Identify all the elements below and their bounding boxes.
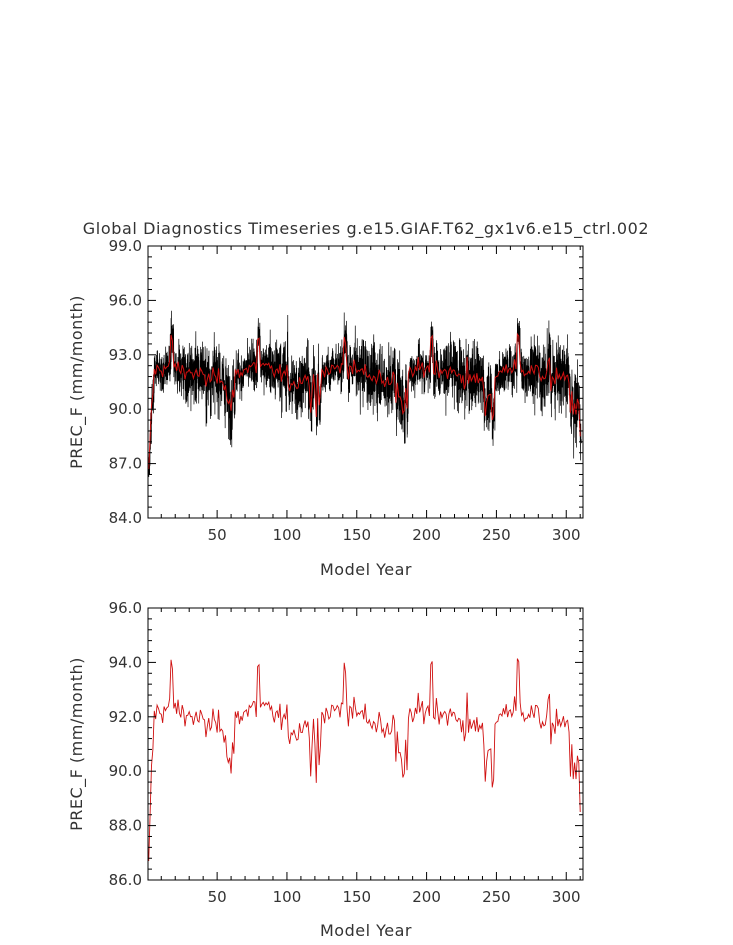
top-x-tick-label: 100 bbox=[273, 526, 302, 544]
bottom-y-tick-label: 92.0 bbox=[109, 708, 142, 726]
top-x-tick-label: 250 bbox=[482, 526, 511, 544]
bottom-x-tick-label: 250 bbox=[482, 888, 511, 906]
bottom-x-tick-label: 300 bbox=[552, 888, 581, 906]
top-axis-ticks bbox=[148, 245, 583, 519]
top-x-tick-labels: 50 100 150 200 250 300 bbox=[208, 526, 581, 544]
top-y-tick-label: 90.0 bbox=[109, 400, 142, 418]
top-y-tick-label: 84.0 bbox=[109, 509, 142, 527]
bottom-y-tick-label: 90.0 bbox=[109, 762, 142, 780]
bottom-panel: 86.0 88.0 90.0 92.0 94.0 96.0 50 100 150 200 250 3… bbox=[67, 599, 584, 940]
annual-series-line-bottom bbox=[148, 658, 581, 861]
top-y-tick-labels: 84.0 87.0 90.0 93.0 96.0 99.0 bbox=[109, 237, 142, 527]
bottom-plot-frame bbox=[147, 607, 584, 881]
bottom-x-tick-label: 50 bbox=[208, 888, 227, 906]
bottom-x-tick-label: 100 bbox=[273, 888, 302, 906]
bottom-y-tick-label: 94.0 bbox=[109, 653, 142, 671]
monthly-series-group bbox=[148, 310, 582, 477]
bottom-y-axis-title: PREC_F (mm/month) bbox=[67, 657, 87, 831]
bottom-axis-ticks bbox=[148, 607, 583, 881]
annual-series-line-top bbox=[148, 332, 581, 470]
bottom-y-tick-label: 86.0 bbox=[109, 871, 142, 889]
annual-series-group-bottom bbox=[148, 658, 581, 861]
bottom-y-tick-labels: 86.0 88.0 90.0 92.0 94.0 96.0 bbox=[109, 599, 142, 889]
bottom-x-axis-title: Model Year bbox=[320, 921, 412, 940]
top-x-tick-label: 200 bbox=[412, 526, 441, 544]
top-x-tick-label: 150 bbox=[342, 526, 371, 544]
top-x-tick-label: 300 bbox=[552, 526, 581, 544]
top-panel: 84.0 87.0 90.0 93.0 96.0 99.0 50 100 150 200 250 3… bbox=[67, 237, 584, 579]
top-x-tick-label: 50 bbox=[208, 526, 227, 544]
chart-title: Global Diagnostics Timeseries g.e15.GIAF… bbox=[83, 219, 649, 239]
bottom-y-tick-label: 88.0 bbox=[109, 817, 142, 835]
annual-series-group-top bbox=[148, 332, 581, 470]
top-y-axis-title: PREC_F (mm/month) bbox=[67, 295, 87, 469]
top-y-tick-label: 96.0 bbox=[109, 291, 142, 309]
bottom-x-tick-label: 200 bbox=[412, 888, 441, 906]
bottom-y-tick-label: 96.0 bbox=[109, 599, 142, 617]
top-y-tick-label: 93.0 bbox=[109, 346, 142, 364]
bottom-x-tick-label: 150 bbox=[342, 888, 371, 906]
top-plot-frame bbox=[147, 245, 584, 519]
top-y-tick-label: 99.0 bbox=[109, 237, 142, 255]
monthly-series-line bbox=[148, 310, 582, 477]
bottom-x-tick-labels: 50 100 150 200 250 300 bbox=[208, 888, 581, 906]
top-x-axis-title: Model Year bbox=[320, 560, 412, 579]
top-y-tick-label: 87.0 bbox=[109, 455, 142, 473]
